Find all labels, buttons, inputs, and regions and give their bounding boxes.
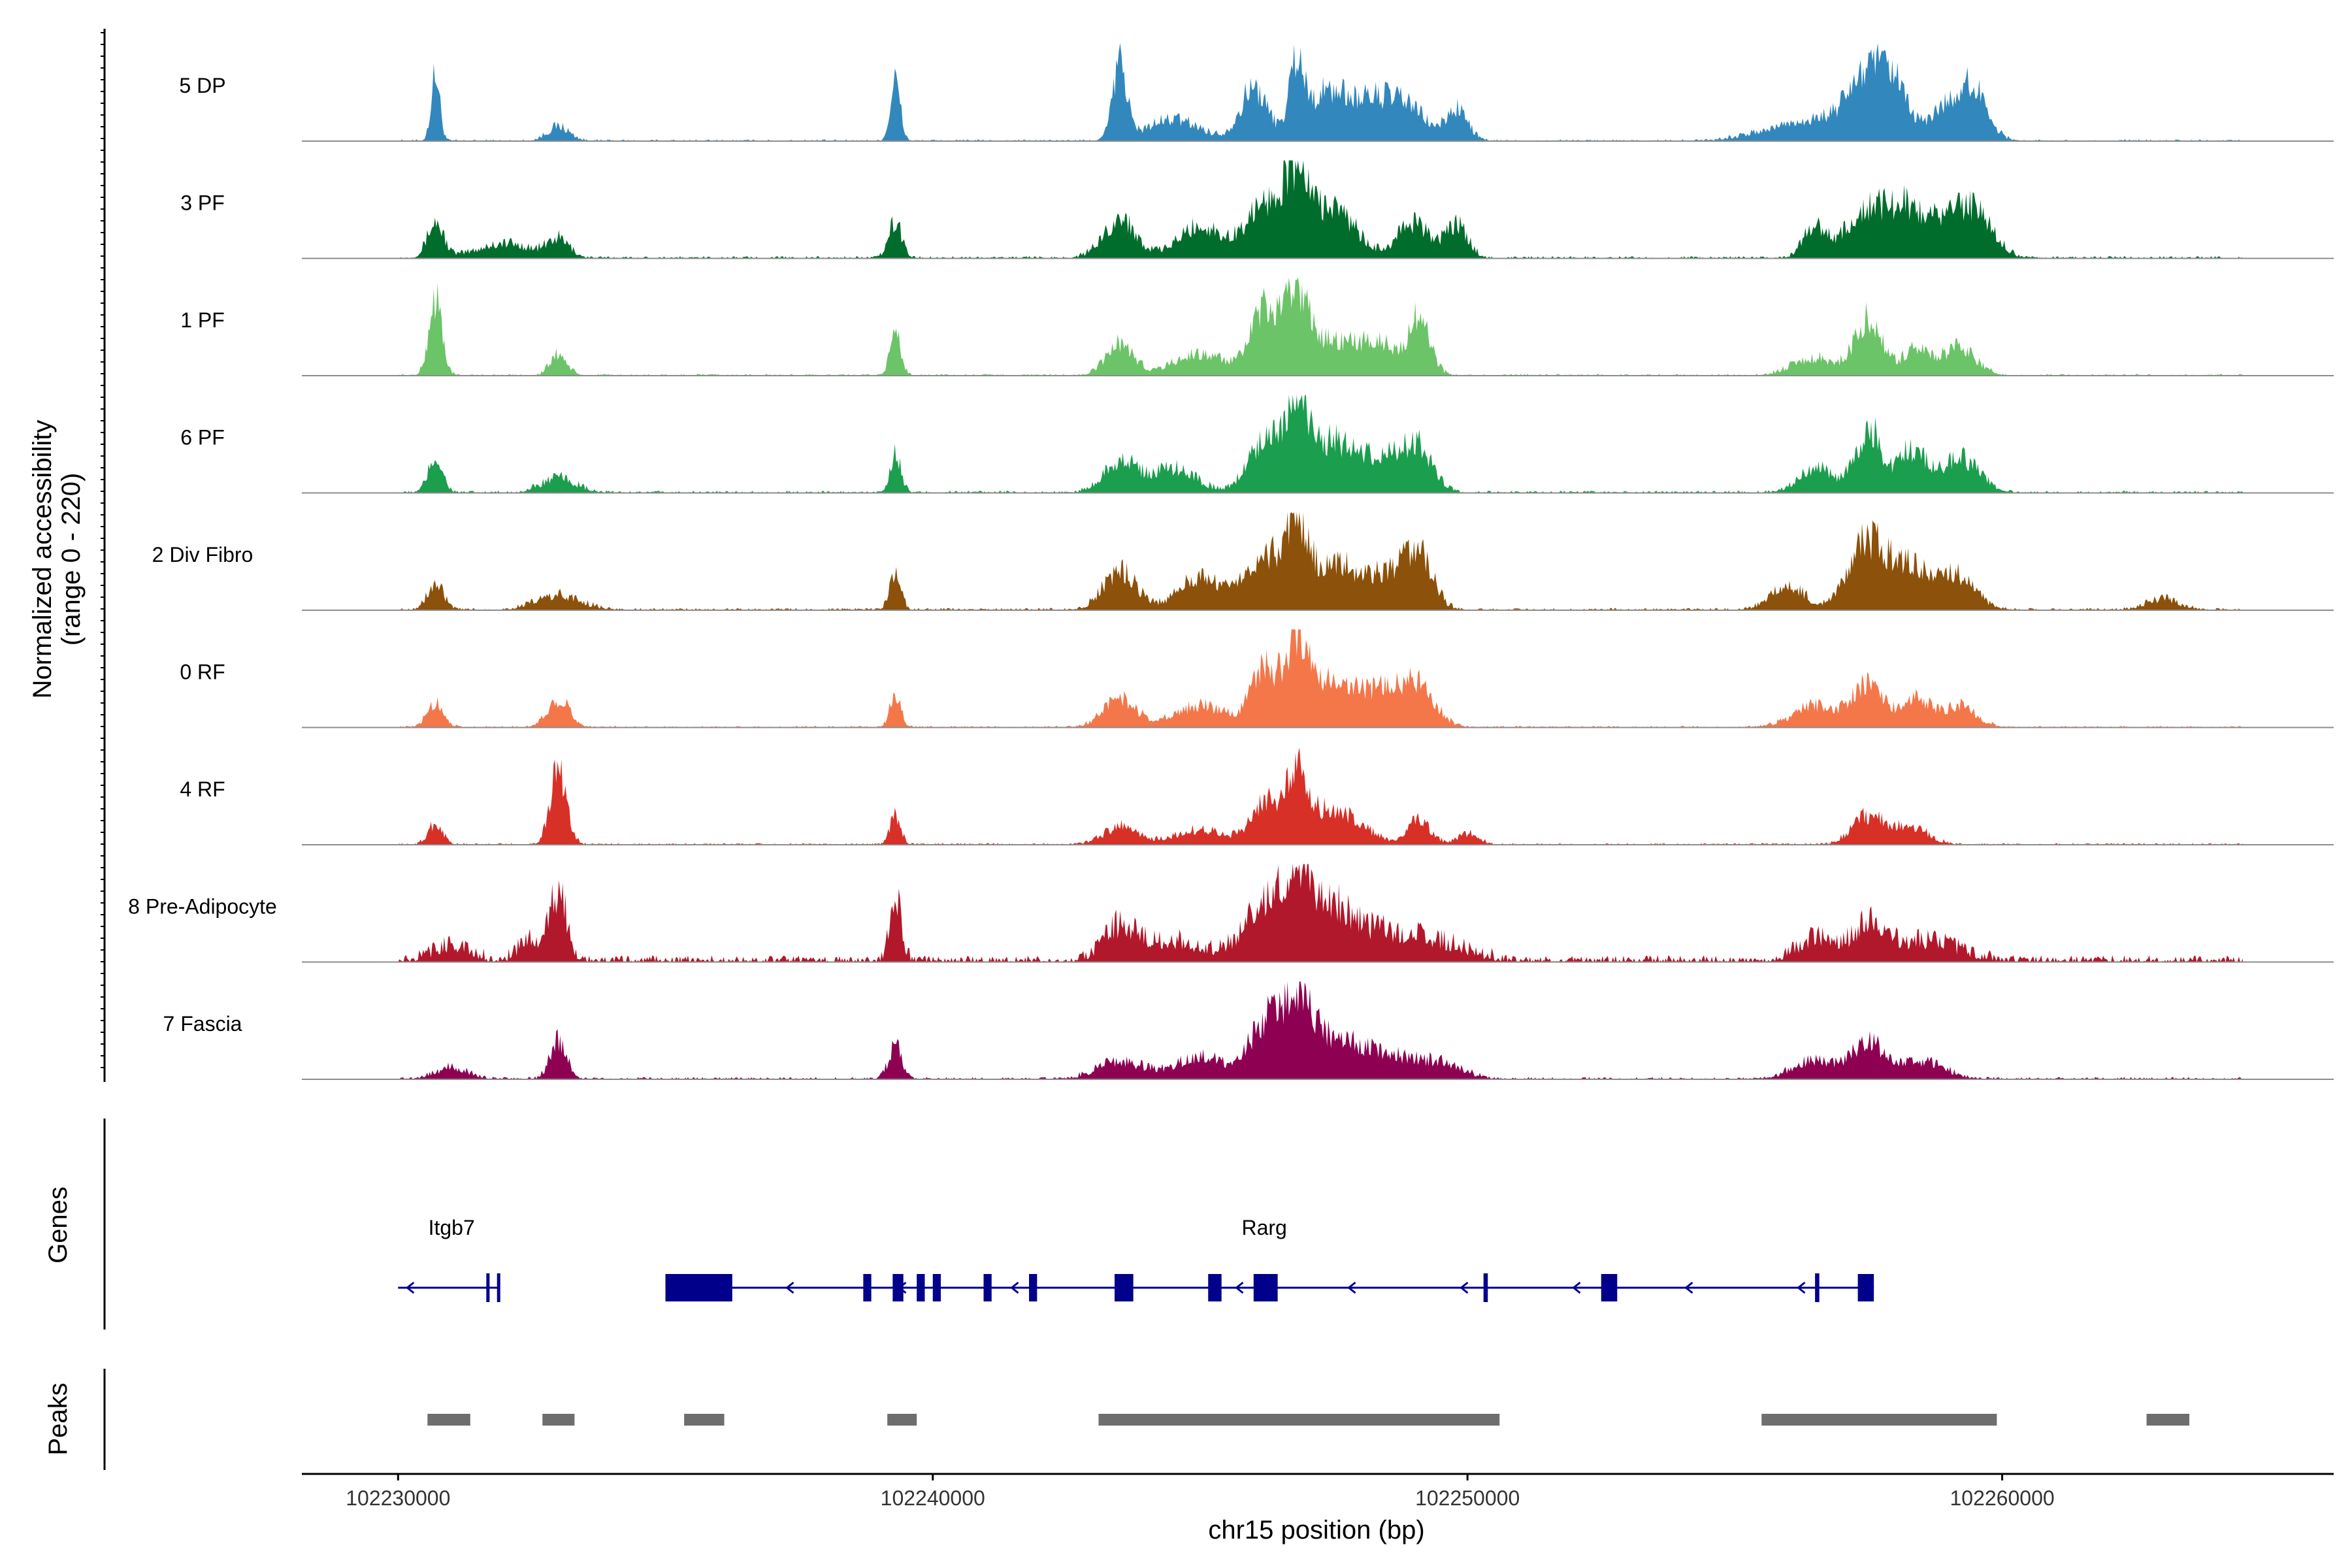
peak-region	[542, 1414, 575, 1426]
strand-arrow	[1684, 1281, 1693, 1294]
exon	[1483, 1273, 1488, 1302]
strand-arrow	[1010, 1281, 1019, 1294]
peaks-panel	[103, 1369, 2190, 1470]
exon	[665, 1274, 732, 1301]
coverage-area	[398, 747, 2243, 845]
exon	[1815, 1273, 1820, 1302]
exon	[1857, 1274, 1874, 1301]
track-6: 0 RF	[180, 629, 2334, 728]
track-5: 2 Div Fibro	[152, 512, 2334, 611]
peak-region	[427, 1414, 470, 1426]
x-tick-label: 102240000	[881, 1486, 985, 1510]
peak-region	[684, 1414, 725, 1426]
track-label: 3 PF	[180, 191, 225, 215]
exon	[1115, 1274, 1134, 1301]
coverage-area	[398, 864, 2243, 962]
exon	[1208, 1274, 1222, 1301]
exon	[892, 1274, 904, 1301]
peak-region	[1761, 1414, 1997, 1426]
track-label: 5 DP	[179, 74, 225, 97]
track-3: 1 PF	[180, 278, 2334, 376]
genes-panel-label: Genes	[44, 1186, 73, 1264]
x-tick-label: 102230000	[346, 1486, 450, 1510]
strand-arrow	[1460, 1281, 1469, 1294]
track-label: 0 RF	[180, 661, 225, 684]
exon	[497, 1273, 500, 1302]
exon	[917, 1274, 925, 1301]
gene-label: Itgb7	[429, 1216, 475, 1239]
x-tick-label: 102250000	[1415, 1486, 1520, 1510]
exon	[1601, 1274, 1618, 1301]
track-4: 6 PF	[180, 395, 2334, 494]
y-axis-line	[101, 29, 106, 1082]
genes-panel: Itgb7 Rarg	[103, 1119, 1874, 1330]
coverage-area	[398, 395, 2243, 493]
gene-rarg: Rarg	[665, 1216, 1874, 1302]
coverage-area	[398, 43, 2243, 141]
track-8: 8 Pre-Adipocyte	[128, 864, 2334, 963]
coverage-area	[398, 512, 2243, 610]
track-label: 2 Div Fibro	[152, 543, 253, 566]
strand-arrow	[1235, 1281, 1244, 1294]
track-1: 5 DP	[179, 43, 2334, 142]
coverage-area	[398, 278, 2243, 376]
track-label: 4 RF	[180, 777, 225, 801]
track-label: 6 PF	[180, 426, 225, 449]
y-axis-title-line2: (range 0 - 220)	[57, 473, 86, 646]
strand-arrow	[1347, 1281, 1356, 1294]
x-axis-title: chr15 position (bp)	[1208, 1516, 1424, 1544]
peak-region	[2146, 1414, 2190, 1426]
coverage-area	[398, 160, 2243, 259]
track-2: 3 PF	[180, 160, 2334, 259]
peak-region	[887, 1414, 917, 1426]
strand-arrow	[785, 1281, 794, 1294]
peak-region	[1098, 1414, 1500, 1426]
peaks-panel-label: Peaks	[44, 1382, 73, 1455]
x-axis: 102230000 102240000 102250000 102260000	[302, 1473, 2334, 1510]
coverage-area	[398, 629, 2243, 728]
accessibility-tracks: 5 DP 3 PF 1 PF 6 PF 2 Div Fibro 0 RF 4 RF 8 Pre…	[101, 29, 2334, 1082]
gene-label: Rarg	[1241, 1216, 1286, 1239]
x-tick-label: 102260000	[1950, 1486, 2054, 1510]
track-9: 7 Fascia	[163, 981, 2334, 1080]
strand-arrow	[1572, 1281, 1581, 1294]
gene-itgb7: Itgb7	[398, 1216, 500, 1302]
y-axis-title-line1: Normalized accessibility	[28, 420, 57, 699]
track-label: 1 PF	[180, 308, 225, 332]
exon	[983, 1274, 992, 1301]
track-7: 4 RF	[180, 747, 2334, 845]
strand-arrow	[1797, 1281, 1806, 1294]
track-label: 7 Fascia	[163, 1012, 242, 1036]
track-label: 8 Pre-Adipocyte	[128, 895, 277, 919]
exon	[486, 1273, 490, 1302]
exon	[863, 1274, 872, 1301]
exon	[1029, 1274, 1037, 1301]
coverage-area	[398, 981, 2243, 1079]
strand-arrow	[405, 1281, 415, 1294]
exon	[932, 1274, 941, 1301]
exon	[1253, 1274, 1278, 1301]
